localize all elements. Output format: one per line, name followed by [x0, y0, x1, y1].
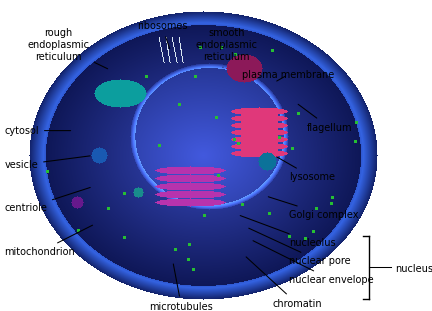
Text: smooth
endoplasmic
reticulum: smooth endoplasmic reticulum [196, 29, 258, 67]
Text: ribosomes: ribosomes [137, 21, 187, 49]
Text: Golgi complex: Golgi complex [268, 197, 359, 220]
Text: centriole: centriole [4, 188, 90, 213]
Text: nuclear envelope: nuclear envelope [253, 241, 374, 285]
Text: chromatin: chromatin [246, 257, 322, 309]
Text: rough
endoplasmic
reticulum: rough endoplasmic reticulum [27, 29, 108, 69]
Text: nucleus: nucleus [395, 264, 432, 274]
Text: plasma membrane: plasma membrane [242, 70, 334, 81]
Text: nuclear pore: nuclear pore [249, 228, 351, 266]
Text: microtubules: microtubules [149, 264, 213, 311]
Text: flagellum: flagellum [298, 104, 352, 132]
Text: nucleolus: nucleolus [240, 216, 336, 248]
Text: lysosome: lysosome [277, 157, 335, 182]
Text: vesicle: vesicle [4, 156, 90, 170]
Text: mitochondrion: mitochondrion [4, 225, 92, 257]
Text: cytosol: cytosol [4, 126, 71, 136]
